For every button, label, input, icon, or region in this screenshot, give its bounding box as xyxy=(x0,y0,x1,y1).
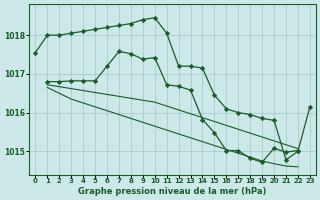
X-axis label: Graphe pression niveau de la mer (hPa): Graphe pression niveau de la mer (hPa) xyxy=(78,187,267,196)
